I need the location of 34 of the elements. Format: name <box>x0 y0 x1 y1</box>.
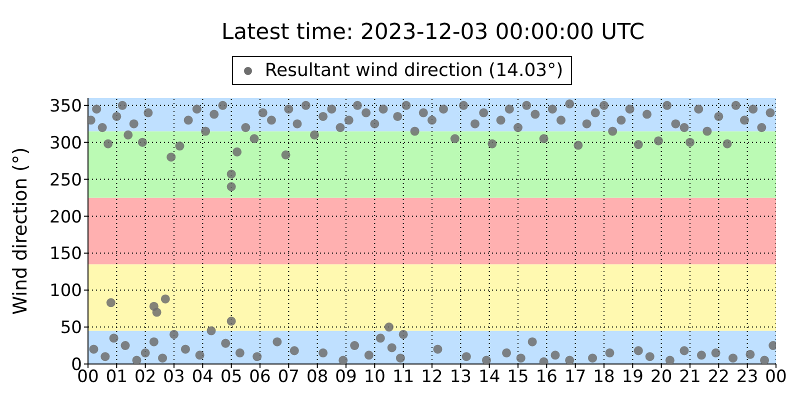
x-tick-label: 03 <box>163 367 185 388</box>
x-tick-label: 12 <box>421 367 443 388</box>
x-tick-label: 06 <box>249 367 271 388</box>
x-tick-label: 17 <box>564 367 586 388</box>
x-tick-label: 10 <box>364 367 386 388</box>
x-tick-label: 23 <box>736 367 758 388</box>
y-tick-label: 50 <box>60 318 82 338</box>
legend-label: Resultant wind direction (14.03°) <box>264 60 564 81</box>
x-tick-label: 11 <box>392 367 414 388</box>
x-tick-label: 20 <box>650 367 672 388</box>
y-tick-label: 250 <box>50 170 82 190</box>
x-tick-label: 08 <box>306 367 328 388</box>
x-tick-label: 01 <box>106 367 128 388</box>
y-tick-label: 300 <box>50 133 82 154</box>
x-tick-label: 13 <box>450 367 472 388</box>
x-tick-label: 05 <box>220 367 242 388</box>
x-tick-label: 15 <box>507 367 529 388</box>
x-tick-label: 09 <box>335 367 357 388</box>
x-tick-label: 02 <box>134 367 156 388</box>
x-tick-label: 21 <box>679 367 701 388</box>
x-tick-label: 07 <box>278 367 300 388</box>
x-tick-label: 19 <box>622 367 644 388</box>
y-tick-label: 350 <box>50 96 82 116</box>
x-tick-label: 16 <box>536 367 558 388</box>
x-tick-label: 00 <box>765 367 787 388</box>
x-tick-label: 14 <box>478 367 500 388</box>
y-tick-label: 200 <box>50 207 82 228</box>
chart-title: Latest time: 2023-12-03 00:00:00 UTC <box>220 20 646 45</box>
x-tick-label: 18 <box>593 367 615 388</box>
x-tick-label: 04 <box>192 367 214 388</box>
x-tick-label: 22 <box>708 367 730 388</box>
y-axis-title: Wind direction (°) <box>10 147 32 315</box>
y-tick-label: 150 <box>50 244 82 264</box>
y-tick-label: 100 <box>50 281 82 302</box>
